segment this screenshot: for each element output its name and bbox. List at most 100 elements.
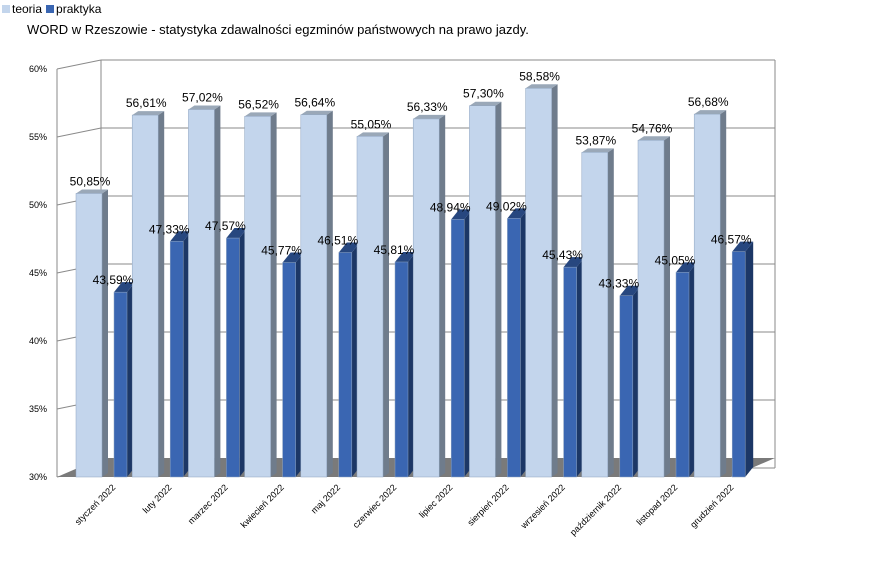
bar-front: [169, 241, 184, 478]
bar-top: [76, 189, 108, 194]
bar-side: [495, 101, 502, 477]
data-label-praktyka: 46,51%: [317, 233, 358, 247]
bar-teoria: [131, 111, 165, 478]
gridline-side: [56, 59, 102, 70]
bar-top: [507, 208, 529, 219]
bar-front: [731, 251, 746, 478]
bar-front: [675, 272, 690, 478]
bar-side: [664, 136, 670, 477]
bar-praktyka: [394, 251, 416, 478]
data-label-teoria: 57,02%: [182, 91, 223, 105]
legend-swatch-teoria: [2, 5, 10, 13]
bar-front: [226, 237, 240, 478]
bar-front: [338, 252, 353, 478]
data-label-teoria: 56,68%: [688, 95, 729, 109]
bar-front: [563, 266, 577, 478]
bar-front: [581, 152, 609, 478]
bar-praktyka: [619, 285, 641, 478]
x-tick-label: kwiecień 2022: [239, 482, 286, 529]
x-tick-label: marzec 2022: [186, 482, 230, 526]
bar-top: [357, 132, 389, 137]
data-label-teoria: 50,85%: [70, 174, 111, 188]
bar-top: [469, 101, 502, 106]
x-tick-label: luty 2022: [141, 482, 174, 515]
bar-top: [244, 112, 277, 117]
chart-legend: teoria praktyka: [2, 2, 105, 16]
bar-top: [132, 111, 165, 116]
bar-top: [451, 209, 473, 220]
y-tick-label: 60%: [29, 64, 47, 74]
data-label-praktyka: 47,33%: [149, 222, 190, 236]
chart-title: WORD w Rzeszowie - statystyka zdawalnośc…: [27, 22, 529, 37]
bar-teoria: [525, 84, 558, 478]
data-label-teoria: 57,30%: [463, 87, 504, 101]
bar-front: [693, 113, 721, 478]
bar-praktyka: [169, 231, 192, 478]
bar-front: [113, 291, 128, 478]
data-label-praktyka: 46,57%: [711, 233, 752, 247]
bar-top: [413, 114, 446, 119]
data-label-teoria: 54,76%: [632, 121, 673, 135]
x-tick-label: styczeń 2022: [73, 482, 118, 527]
data-label-teoria: 56,52%: [238, 97, 279, 111]
bar-teoria: [637, 136, 670, 478]
bar-teoria: [412, 114, 446, 478]
y-tick-label: 35%: [29, 404, 47, 414]
bar-top: [395, 251, 416, 262]
bar-top: [188, 105, 221, 110]
bar-teoria: [75, 189, 108, 478]
bar-top: [338, 242, 360, 253]
y-tick-label: 45%: [29, 268, 47, 278]
bar-front: [282, 262, 296, 478]
y-tick-label: 30%: [29, 472, 47, 482]
bar-teoria: [300, 110, 333, 478]
x-tick-label: październik 2022: [568, 482, 623, 537]
bar-praktyka: [338, 242, 360, 478]
x-tick-label: lipiec 2022: [417, 482, 454, 519]
bar-teoria: [244, 112, 277, 478]
bar-top: [170, 231, 192, 242]
data-label-teoria: 53,87%: [575, 133, 616, 147]
x-tick-label: listopad 2022: [634, 482, 679, 527]
legend-item-teoria: teoria: [2, 2, 42, 16]
bar-side: [439, 114, 446, 478]
x-tick-label: sierpień 2022: [466, 482, 511, 527]
bar-top: [226, 228, 248, 239]
bar-teoria: [581, 148, 614, 478]
bar-front: [394, 261, 409, 478]
bar-teoria: [693, 110, 727, 478]
bar-teoria: [188, 105, 221, 478]
bar-praktyka: [226, 228, 248, 478]
data-label-teoria: 56,61%: [126, 96, 167, 110]
bar-front: [244, 116, 271, 478]
bar-top: [525, 84, 558, 89]
bar-praktyka: [507, 208, 529, 478]
bar-front: [637, 140, 665, 478]
y-tick-label: 40%: [29, 336, 47, 346]
legend-item-praktyka: praktyka: [46, 2, 101, 16]
legend-swatch-praktyka: [46, 5, 55, 13]
bar-top: [676, 262, 697, 273]
data-label-praktyka: 43,33%: [598, 277, 639, 291]
bar-side: [551, 84, 558, 477]
bar-front: [412, 118, 440, 478]
data-label-praktyka: 45,43%: [542, 248, 583, 262]
bar-front: [619, 295, 634, 478]
bar-side: [383, 132, 389, 477]
bar-top: [638, 136, 670, 141]
data-label-teoria: 58,58%: [519, 69, 560, 83]
bar-praktyka: [450, 209, 473, 478]
bar-teoria: [356, 132, 389, 478]
bar-front: [75, 193, 103, 478]
data-label-teoria: 56,33%: [407, 100, 448, 114]
bar-side: [720, 110, 727, 477]
data-label-praktyka: 45,05%: [655, 253, 696, 267]
bar-top: [694, 110, 727, 115]
bar-front: [300, 114, 328, 478]
y-tick-label: 55%: [29, 132, 47, 142]
bar-side: [745, 241, 754, 477]
data-label-praktyka: 47,57%: [205, 219, 246, 233]
bar-praktyka: [675, 262, 697, 478]
data-label-praktyka: 48,94%: [430, 200, 471, 214]
